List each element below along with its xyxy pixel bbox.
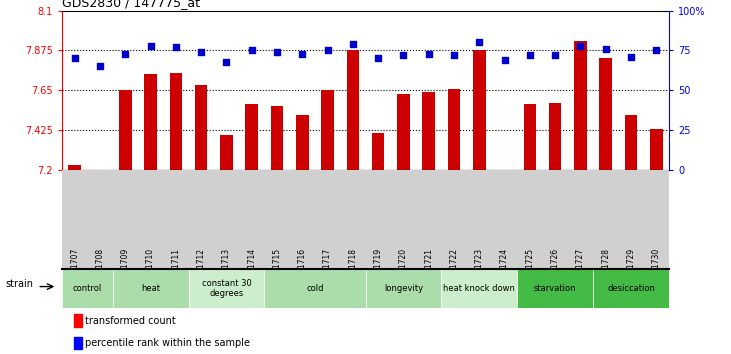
Point: [322, 47, 333, 53]
Text: starvation: starvation: [534, 284, 576, 293]
Bar: [346, 50, 359, 170]
Point: [651, 47, 662, 53]
Point: [575, 43, 586, 48]
Bar: [270, 106, 284, 170]
Bar: [62, 269, 113, 308]
Point: [195, 49, 207, 55]
Bar: [593, 269, 669, 308]
Point: [94, 64, 106, 69]
Point: [69, 56, 80, 61]
Bar: [195, 85, 208, 170]
Text: GDS2830 / 147775_at: GDS2830 / 147775_at: [62, 0, 200, 10]
Point: [372, 56, 384, 61]
Bar: [189, 269, 265, 308]
Point: [145, 43, 156, 48]
Bar: [447, 88, 461, 170]
Bar: [523, 104, 536, 170]
Bar: [220, 135, 232, 170]
Bar: [75, 337, 82, 349]
Bar: [119, 90, 132, 170]
Point: [625, 54, 637, 59]
Bar: [69, 165, 81, 170]
Point: [524, 52, 536, 58]
Bar: [473, 50, 485, 170]
Text: transformed count: transformed count: [86, 316, 176, 326]
Text: heat knock down: heat knock down: [443, 284, 515, 293]
Bar: [423, 92, 435, 170]
Point: [398, 52, 409, 58]
Point: [448, 52, 460, 58]
Point: [119, 51, 131, 56]
Text: control: control: [73, 284, 102, 293]
Bar: [372, 133, 385, 170]
Bar: [246, 104, 258, 170]
Point: [549, 52, 561, 58]
Text: desiccation: desiccation: [607, 284, 655, 293]
Point: [600, 46, 612, 52]
Bar: [549, 103, 561, 170]
Bar: [265, 269, 366, 308]
Text: cold: cold: [306, 284, 324, 293]
Bar: [321, 90, 334, 170]
Text: heat: heat: [141, 284, 160, 293]
Bar: [366, 269, 442, 308]
Text: constant 30
degrees: constant 30 degrees: [202, 279, 251, 298]
Bar: [650, 129, 662, 170]
Bar: [170, 73, 182, 170]
Bar: [296, 115, 308, 170]
Bar: [442, 269, 518, 308]
Point: [297, 51, 308, 56]
Bar: [75, 314, 82, 327]
Point: [499, 57, 510, 63]
Bar: [518, 269, 593, 308]
Point: [221, 59, 232, 64]
Text: percentile rank within the sample: percentile rank within the sample: [86, 338, 250, 348]
Bar: [94, 170, 107, 172]
Point: [246, 47, 257, 53]
Bar: [144, 74, 157, 170]
Bar: [624, 115, 637, 170]
Bar: [113, 269, 189, 308]
Point: [347, 41, 359, 47]
Point: [271, 49, 283, 55]
Point: [170, 45, 182, 50]
Bar: [599, 58, 612, 170]
Text: longevity: longevity: [384, 284, 423, 293]
Point: [474, 40, 485, 45]
Bar: [397, 94, 410, 170]
Text: strain: strain: [5, 279, 33, 289]
Point: [423, 51, 434, 56]
Bar: [574, 41, 587, 170]
